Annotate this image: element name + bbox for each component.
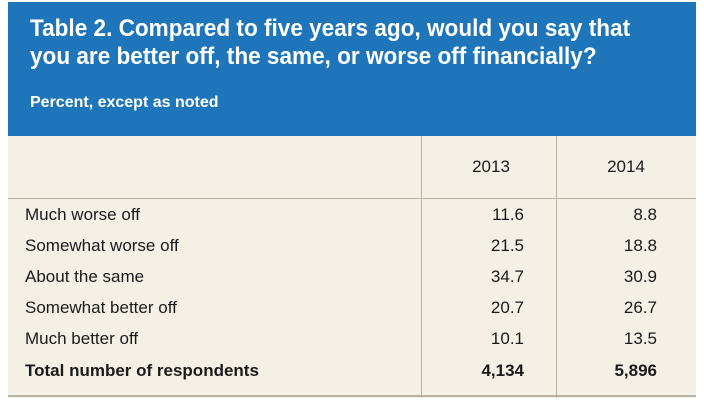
cell-2013: 34.7: [490, 267, 524, 286]
cell-2014: 30.9: [623, 267, 657, 286]
title-line-1: Table 2. Compared to five years ago, wou…: [30, 15, 631, 42]
table-row: Somewhat worse off 21.5 18.8: [8, 230, 696, 261]
table-row: About the same 34.7 30.9: [8, 261, 696, 292]
cell-2014: 18.8: [623, 236, 657, 255]
table-subtitle: Percent, except as noted: [30, 94, 219, 111]
cell-2013: 21.5: [490, 236, 524, 255]
row-label: Much better off: [25, 329, 139, 348]
row-label: Total number of respondents: [25, 361, 259, 380]
table-title: Table 2. Compared to five years ago, wou…: [30, 15, 641, 71]
column-divider: [556, 136, 557, 398]
table-bottom-rule: [8, 395, 696, 397]
cell-2013: 4,134: [481, 361, 524, 380]
row-label: Somewhat better off: [25, 298, 177, 317]
cell-2013: 10.1: [490, 329, 524, 348]
row-label: About the same: [25, 267, 145, 286]
row-label: Somewhat worse off: [25, 236, 179, 255]
table-row: Much better off 10.1 13.5: [8, 323, 696, 354]
table-row-total: Total number of respondents 4,134 5,896: [8, 355, 696, 386]
title-line-2: you are better off, the same, or worse o…: [30, 43, 597, 70]
column-header-2014: 2014: [607, 157, 645, 176]
cell-2013: 11.6: [492, 205, 524, 224]
row-label: Much worse off: [25, 205, 140, 224]
table-row: Somewhat better off 20.7 26.7: [8, 292, 696, 323]
cell-2014: 8.8: [633, 205, 657, 224]
cell-2014: 5,896: [614, 361, 657, 380]
cell-2013: 20.7: [490, 298, 524, 317]
table-header: Table 2. Compared to five years ago, wou…: [8, 2, 696, 136]
header-divider: [8, 198, 696, 199]
cell-2014: 13.5: [623, 329, 657, 348]
column-divider: [421, 136, 422, 398]
cell-2014: 26.7: [623, 298, 657, 317]
column-header-2013: 2013: [472, 157, 510, 176]
table-frame: Table 2. Compared to five years ago, wou…: [8, 2, 696, 398]
table-row: Much worse off 11.6 8.8: [8, 199, 696, 230]
